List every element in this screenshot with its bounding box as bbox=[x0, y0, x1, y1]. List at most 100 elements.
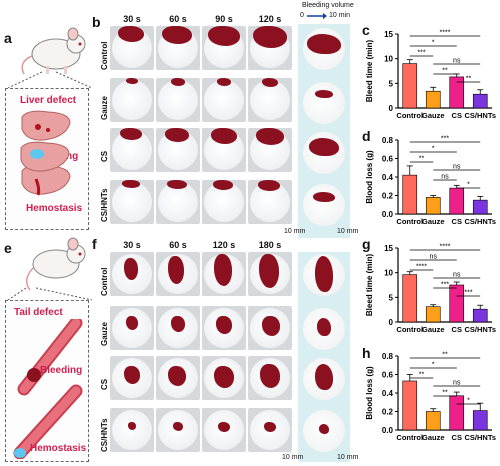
experiment-photo bbox=[110, 252, 154, 296]
y-tick-label: 0.2 bbox=[382, 192, 394, 201]
significance-label: *** bbox=[441, 136, 449, 143]
x-tick-label: Gauze bbox=[422, 217, 445, 226]
x-tick-label: CS/HNTs bbox=[464, 325, 496, 334]
experiment-photo bbox=[110, 26, 154, 70]
y-tick-label: 0.4 bbox=[382, 389, 394, 398]
liver-defect-icon bbox=[21, 110, 71, 141]
significance-label: ** bbox=[419, 372, 425, 379]
scale-bar-f1: 10 mm bbox=[282, 454, 304, 461]
significance-label: ** bbox=[442, 390, 448, 397]
time-label: 90 s bbox=[215, 14, 233, 24]
y-tick-label: 0.8 bbox=[382, 136, 394, 145]
row-label-cs: CS bbox=[100, 378, 109, 390]
experiment-photo bbox=[110, 78, 154, 122]
experiment-photo bbox=[248, 306, 292, 350]
time-label: 120 s bbox=[212, 240, 236, 250]
x-tick-label: Control bbox=[396, 325, 423, 334]
scale-bar-b1: 10 mm bbox=[284, 228, 306, 235]
x-tick-label: CS bbox=[452, 433, 462, 442]
experiment-photo bbox=[248, 252, 292, 296]
time-label: 60 s bbox=[169, 240, 187, 250]
y-tick-label: 15 bbox=[384, 30, 393, 39]
row-label-control: Control bbox=[100, 267, 109, 296]
y-tick-label: 0.2 bbox=[382, 408, 394, 417]
y-tick-label: 10 bbox=[384, 55, 393, 64]
significance-label: *** bbox=[417, 50, 425, 57]
y-tick-label: 5 bbox=[389, 79, 394, 88]
tail-illustration bbox=[13, 319, 83, 459]
row-label-cs-hnts: CS/HNTs bbox=[100, 188, 109, 222]
significance-label: **** bbox=[440, 30, 451, 37]
experiment-photo bbox=[156, 408, 200, 452]
x-tick-label: Gauze bbox=[422, 111, 445, 120]
x-tick-label: Gauze bbox=[422, 433, 445, 442]
significance-label: ** bbox=[442, 352, 448, 359]
experiment-photo bbox=[156, 128, 200, 172]
significance-label: **** bbox=[416, 264, 427, 271]
bleeding-volume-photo bbox=[303, 184, 345, 226]
row-label-gauze: Gauze bbox=[100, 321, 109, 346]
significance-label: ** bbox=[442, 68, 448, 75]
y-tick-label: 0.4 bbox=[382, 173, 394, 182]
experiment-photo bbox=[248, 180, 292, 224]
experiment-photo bbox=[202, 26, 246, 70]
zoom-lines-top bbox=[7, 71, 93, 89]
hemostasis-label-tail: Hemostasis bbox=[30, 443, 87, 454]
x-tick-label: CS/HNTs bbox=[464, 217, 496, 226]
experiment-photo bbox=[202, 78, 246, 122]
y-axis-label: Blood loss (g) bbox=[365, 150, 374, 204]
x-tick-label: Control bbox=[396, 111, 423, 120]
liver-defect-label: Liver defect bbox=[20, 95, 77, 106]
bleeding-volume-photo bbox=[303, 308, 345, 350]
bar-chart-d: 0.0 0.2 0.4 0.6 0.8 Blood loss (g) ControlGauz… bbox=[365, 136, 496, 227]
experiment-photo bbox=[156, 356, 200, 400]
panel-label-h: h bbox=[362, 345, 371, 361]
mouse-illustration-bottom bbox=[25, 237, 86, 291]
bar bbox=[425, 411, 441, 431]
row-label-cs: CS bbox=[100, 150, 109, 162]
significance-label: *** bbox=[464, 290, 472, 297]
bleeding-volume-photo bbox=[303, 410, 345, 452]
time-label: 120 s bbox=[258, 14, 282, 24]
y-tick-label: 0 bbox=[389, 104, 394, 113]
x-tick-label: CS/HNTs bbox=[464, 433, 496, 442]
experiment-photo bbox=[110, 128, 154, 172]
bar bbox=[425, 306, 441, 323]
significance-label: * bbox=[432, 40, 435, 47]
x-tick-label: CS bbox=[452, 217, 462, 226]
x-tick-label: CS bbox=[452, 111, 462, 120]
experiment-photo bbox=[202, 128, 246, 172]
bar bbox=[472, 93, 488, 109]
significance-label: **** bbox=[440, 244, 451, 251]
experiment-photo bbox=[248, 128, 292, 172]
significance-label: ** bbox=[466, 76, 472, 83]
liver-hemostasis-spacer bbox=[18, 195, 74, 203]
y-tick-label: 15 bbox=[384, 244, 393, 253]
bar bbox=[472, 410, 488, 431]
x-tick-label: Control bbox=[396, 217, 423, 226]
x-tick-label: Control bbox=[396, 433, 423, 442]
bar bbox=[425, 197, 441, 215]
panel-label-b: b bbox=[92, 14, 101, 30]
significance-label: * bbox=[467, 398, 470, 405]
experiment-photo bbox=[202, 408, 246, 452]
panel-label-a: a bbox=[4, 30, 12, 46]
y-tick-label: 0.0 bbox=[382, 426, 394, 435]
x-tick-label: CS bbox=[452, 325, 462, 334]
panel-label-c: c bbox=[362, 22, 370, 38]
experiment-photo bbox=[156, 252, 200, 296]
panel-label-d: d bbox=[362, 128, 371, 144]
panel-label-e: e bbox=[4, 240, 12, 256]
x-tick-label: Gauze bbox=[422, 325, 445, 334]
panel-label-f: f bbox=[92, 236, 97, 252]
experiment-photo bbox=[110, 180, 154, 224]
bar bbox=[402, 380, 418, 431]
bleeding-label-tail: Bleeding bbox=[40, 365, 83, 376]
y-axis-label: Bleed time (min) bbox=[365, 254, 374, 317]
bleeding-volume-title: Bleeding volume bbox=[302, 2, 354, 9]
significance-label: * bbox=[467, 182, 470, 189]
bar bbox=[425, 90, 441, 109]
experiment-photo bbox=[248, 408, 292, 452]
